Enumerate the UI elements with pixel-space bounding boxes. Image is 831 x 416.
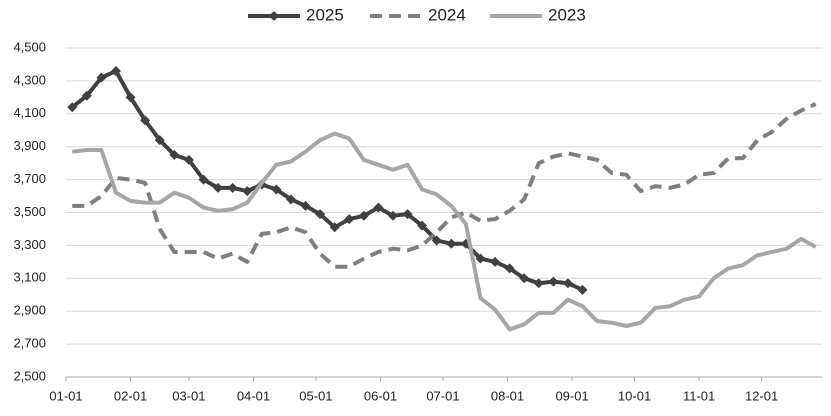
marker (548, 276, 559, 287)
y-tick-label: 2,700 (13, 336, 46, 351)
x-tick-label: 05-01 (299, 388, 332, 403)
marker (402, 209, 413, 220)
marker (96, 72, 107, 83)
marker (285, 194, 296, 205)
marker (227, 182, 238, 193)
marker (358, 210, 369, 221)
legend-text: 2023 (548, 5, 586, 24)
x-tick-label: 06-01 (364, 388, 397, 403)
marker (110, 66, 121, 77)
marker (315, 209, 326, 220)
marker (154, 135, 165, 146)
series-line (72, 131, 817, 332)
marker (67, 102, 78, 113)
y-tick-label: 4,300 (13, 72, 46, 87)
marker (242, 186, 253, 197)
marker (387, 210, 398, 221)
marker (125, 92, 136, 103)
x-tick-label: 10-01 (618, 388, 651, 403)
marker (475, 253, 486, 264)
legend-marker (269, 11, 279, 21)
marker (533, 278, 544, 289)
x-tick-label: 09-01 (555, 388, 588, 403)
y-tick-label: 4,100 (13, 105, 46, 120)
x-tick-label: 11-01 (683, 388, 715, 403)
marker (169, 149, 180, 160)
marker (213, 182, 224, 193)
y-tick-label: 2,500 (13, 368, 46, 383)
marker (81, 90, 92, 101)
marker (329, 222, 340, 233)
series-line (72, 102, 817, 269)
marker (446, 238, 457, 249)
marker (431, 235, 442, 246)
y-tick-label: 3,500 (13, 204, 46, 219)
x-tick-label: 03-01 (172, 388, 205, 403)
series-line (71, 69, 584, 292)
x-tick-label: 04-01 (237, 388, 270, 403)
marker (562, 278, 573, 289)
marker (300, 200, 311, 211)
y-tick-label: 3,700 (13, 171, 46, 186)
marker (140, 115, 151, 126)
marker (417, 220, 428, 231)
x-tick-label: 02-01 (114, 388, 147, 403)
marker (504, 263, 515, 274)
y-tick-label: 3,900 (13, 138, 46, 153)
legend-text: 2025 (306, 5, 344, 24)
marker (198, 174, 209, 185)
x-tick-label: 01-01 (49, 388, 82, 403)
marker (373, 202, 384, 213)
x-tick-label: 08-01 (491, 388, 524, 403)
x-tick-label: 12-01 (745, 388, 778, 403)
y-tick-label: 3,300 (13, 237, 46, 252)
x-tick-label: 07-01 (426, 388, 459, 403)
legend-text: 2024 (428, 5, 466, 24)
y-tick-label: 2,900 (13, 303, 46, 318)
marker (183, 154, 194, 165)
marker (519, 273, 530, 284)
marker (344, 214, 355, 225)
y-tick-label: 3,100 (13, 270, 46, 285)
marker (490, 256, 501, 267)
marker (271, 184, 282, 195)
y-tick-label: 4,500 (13, 39, 46, 54)
marker (577, 284, 588, 295)
